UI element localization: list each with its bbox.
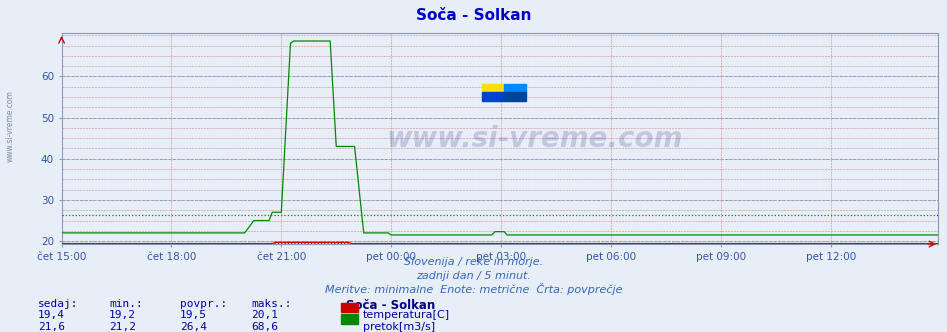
Text: 19,5: 19,5 bbox=[180, 310, 207, 320]
Text: Slovenija / reke in morje.: Slovenija / reke in morje. bbox=[404, 257, 543, 267]
Text: 26,4: 26,4 bbox=[180, 322, 207, 332]
Text: pretok[m3/s]: pretok[m3/s] bbox=[363, 322, 435, 332]
Text: 21,6: 21,6 bbox=[38, 322, 65, 332]
Text: zadnji dan / 5 minut.: zadnji dan / 5 minut. bbox=[416, 271, 531, 281]
Text: temperatura[C]: temperatura[C] bbox=[363, 310, 450, 320]
Bar bbox=[482, 84, 504, 92]
Text: www.si-vreme.com: www.si-vreme.com bbox=[6, 90, 15, 162]
Text: maks.:: maks.: bbox=[251, 299, 292, 309]
Text: Soča - Solkan: Soča - Solkan bbox=[346, 299, 435, 312]
Text: 21,2: 21,2 bbox=[109, 322, 136, 332]
Text: sedaj:: sedaj: bbox=[38, 299, 79, 309]
Text: 68,6: 68,6 bbox=[251, 322, 278, 332]
Bar bbox=[482, 92, 504, 101]
Text: Soča - Solkan: Soča - Solkan bbox=[416, 8, 531, 23]
Text: Meritve: minimalne  Enote: metrične  Črta: povprečje: Meritve: minimalne Enote: metrične Črta:… bbox=[325, 283, 622, 295]
Bar bbox=[504, 84, 526, 92]
Text: 19,4: 19,4 bbox=[38, 310, 65, 320]
Text: min.:: min.: bbox=[109, 299, 143, 309]
Text: povpr.:: povpr.: bbox=[180, 299, 227, 309]
Text: 19,2: 19,2 bbox=[109, 310, 136, 320]
Bar bbox=[504, 92, 526, 101]
Text: 20,1: 20,1 bbox=[251, 310, 278, 320]
Text: www.si-vreme.com: www.si-vreme.com bbox=[386, 124, 683, 153]
